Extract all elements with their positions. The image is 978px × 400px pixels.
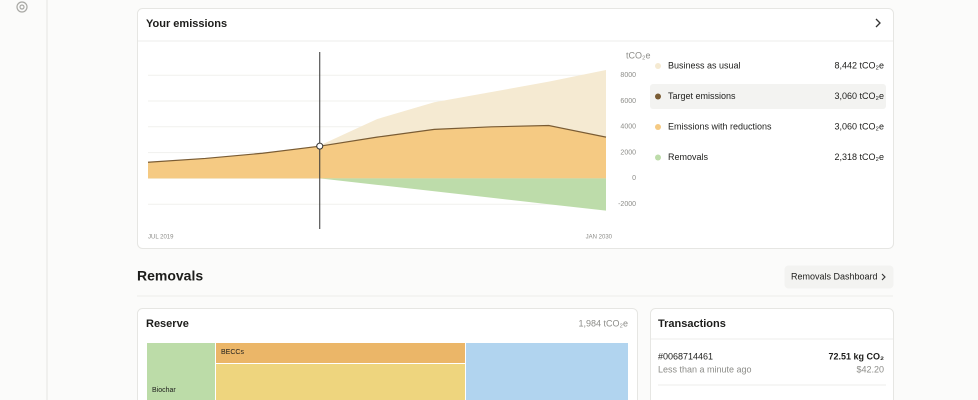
legend-dot bbox=[655, 154, 661, 161]
dashboard-button[interactable] bbox=[784, 265, 894, 289]
transaction-time: Less than a minute ago bbox=[658, 364, 752, 374]
y-tick-label: 0 bbox=[632, 175, 636, 182]
reductions-area bbox=[148, 125, 606, 179]
legend-value: 2,318 tCO₂e bbox=[834, 152, 884, 162]
transaction-price: $42.20 bbox=[856, 364, 884, 374]
y-tick-label: 4000 bbox=[620, 124, 636, 131]
chevron[interactable] bbox=[875, 18, 881, 28]
treemap-block bbox=[216, 343, 465, 363]
block-label: BECCs bbox=[221, 349, 244, 356]
y-tick-label: 2000 bbox=[620, 149, 636, 156]
legend-dot bbox=[655, 63, 661, 69]
legend-label: Removals bbox=[668, 152, 709, 162]
axis-unit: tCO₂e bbox=[626, 50, 651, 60]
transaction-amount: 72.51 kg CO₂ bbox=[828, 351, 884, 361]
cursor-point bbox=[316, 142, 324, 150]
button-label[interactable]: Removals Dashboard bbox=[791, 271, 878, 281]
removals-area bbox=[319, 178, 606, 211]
target-line bbox=[147, 124, 607, 163]
treemap-block bbox=[147, 343, 215, 400]
transactions-card bbox=[650, 308, 894, 400]
legend-label: Business as usual bbox=[668, 60, 741, 70]
y-tick-label: 8000 bbox=[620, 72, 636, 79]
legend-label: Emissions with reductions bbox=[668, 121, 772, 131]
y-tick-label: 6000 bbox=[620, 98, 636, 105]
transaction-id[interactable]: #0068714461 bbox=[658, 351, 713, 361]
card-title: Your emissions bbox=[146, 18, 227, 30]
treemap-block bbox=[216, 364, 465, 400]
legend-dot bbox=[655, 124, 661, 130]
legend-value: 3,060 tCO₂e bbox=[834, 121, 884, 131]
legend-dot bbox=[655, 93, 661, 100]
card-title: Reserve bbox=[146, 318, 189, 330]
x-tick-label: JAN 2030 bbox=[586, 235, 613, 241]
section-title: Removals bbox=[137, 268, 203, 284]
chevron[interactable] bbox=[881, 273, 886, 281]
legend-value: 3,060 tCO₂e bbox=[834, 91, 884, 101]
legend-highlight bbox=[650, 84, 886, 109]
emissions-chart: tCO₂e 8000 6000 4000 2000 0 -2000 JUL 2019 JAN 2… bbox=[147, 50, 884, 241]
x-tick-label: JUL 2019 bbox=[148, 235, 174, 241]
sidebar bbox=[0, 0, 47, 400]
card-title: Transactions bbox=[658, 318, 726, 330]
block-label: Biochar bbox=[152, 387, 176, 394]
y-tick-label: -2000 bbox=[618, 201, 636, 208]
legend-value: 8,442 tCO₂e bbox=[834, 60, 884, 70]
settings-icon[interactable] bbox=[16, 1, 28, 13]
reserve-total: 1,984 tCO₂e bbox=[578, 318, 628, 328]
treemap-block bbox=[466, 343, 628, 400]
legend-label: Target emissions bbox=[668, 91, 736, 101]
